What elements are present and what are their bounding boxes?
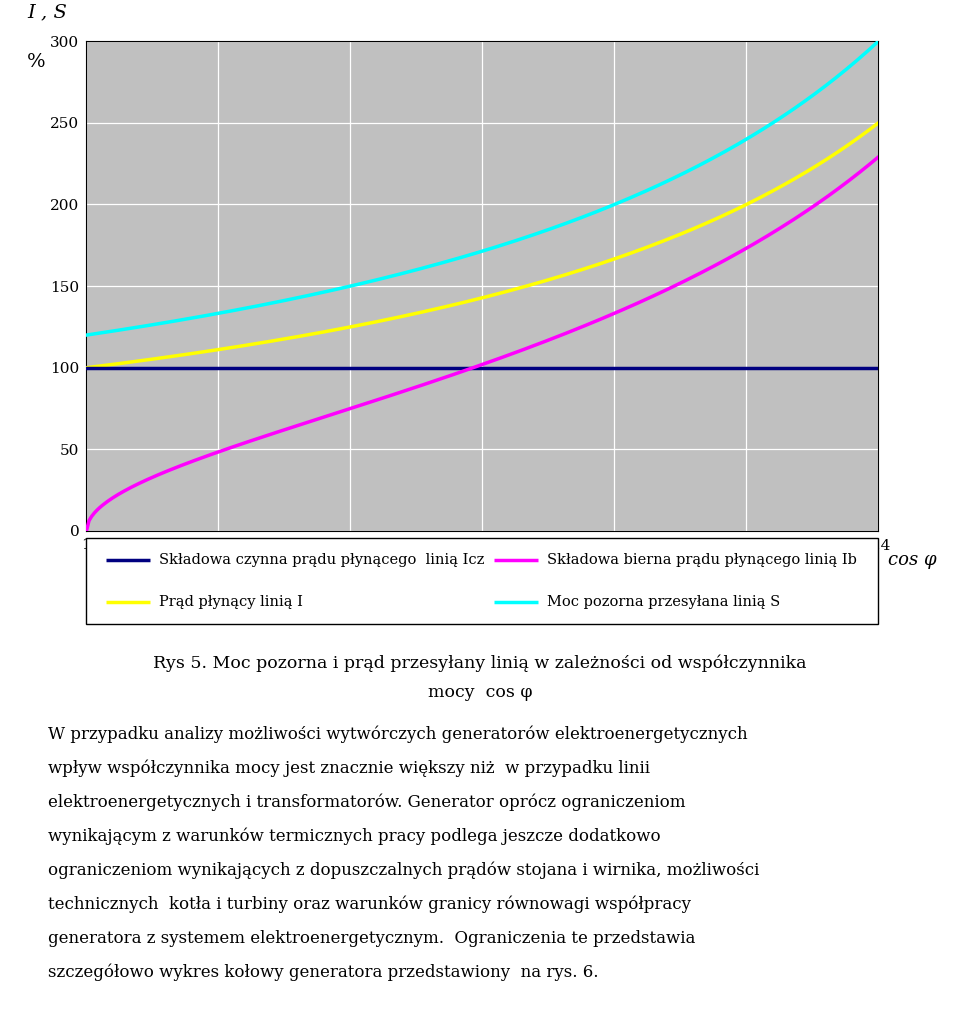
Text: wpływ współczynnika mocy jest znacznie większy niż  w przypadku linii: wpływ współczynnika mocy jest znacznie w… (48, 760, 650, 777)
Text: generatora z systemem elektroenergetycznym.  Ograniczenia te przedstawia: generatora z systemem elektroenergetyczn… (48, 930, 695, 946)
Text: W przypadku analizy możliwości wytwórczych generatorów elektroenergetycznych: W przypadku analizy możliwości wytwórczy… (48, 726, 748, 743)
Text: I , S: I , S (27, 4, 67, 22)
Text: Składowa czynna prądu płynącego  linią Icz: Składowa czynna prądu płynącego linią Ic… (159, 554, 485, 567)
Text: Moc pozorna przesyłana linią S: Moc pozorna przesyłana linią S (547, 595, 780, 608)
Text: Składowa bierna prądu płynącego linią Ib: Składowa bierna prądu płynącego linią Ib (547, 554, 857, 567)
Text: szczegółowo wykres kołowy generatora przedstawiony  na rys. 6.: szczegółowo wykres kołowy generatora prz… (48, 964, 598, 982)
Text: ograniczeniom wynikających z dopuszczalnych prądów stojana i wirnika, możliwości: ograniczeniom wynikających z dopuszczaln… (48, 862, 759, 879)
Text: cos φ: cos φ (888, 552, 937, 569)
Text: technicznych  kotła i turbiny oraz warunków granicy równowagi współpracy: technicznych kotła i turbiny oraz warunk… (48, 896, 691, 913)
Text: Rys 5. Moc pozorna i prąd przesyłany linią w zależności od współczynnika: Rys 5. Moc pozorna i prąd przesyłany lin… (154, 655, 806, 672)
Text: mocy  cos φ: mocy cos φ (428, 684, 532, 700)
Text: elektroenergetycznych i transformatorów. Generator oprócz ograniczeniom: elektroenergetycznych i transformatorów.… (48, 794, 685, 811)
Text: wynikającym z warunków termicznych pracy podlega jeszcze dodatkowo: wynikającym z warunków termicznych pracy… (48, 828, 660, 845)
Text: Prąd płynący linią I: Prąd płynący linią I (159, 595, 303, 608)
Text: %: % (27, 54, 46, 71)
